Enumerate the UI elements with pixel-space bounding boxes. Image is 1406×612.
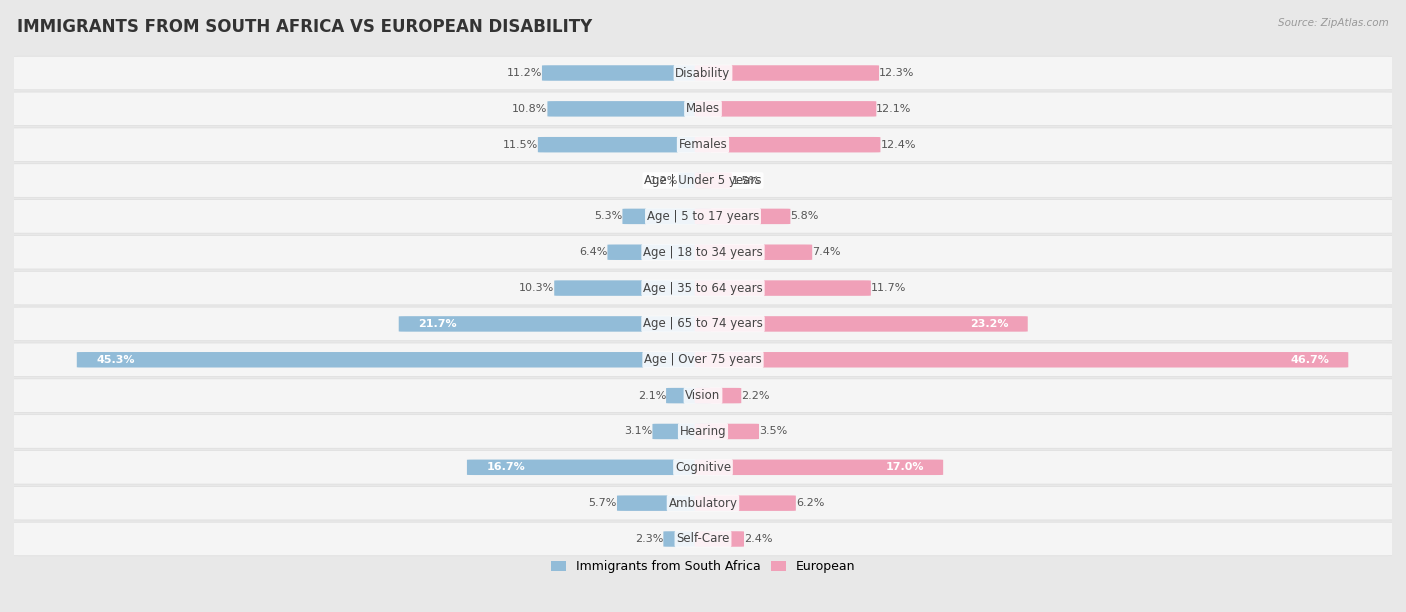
FancyBboxPatch shape [10,522,1396,556]
Text: 5.8%: 5.8% [790,211,818,222]
Text: 5.3%: 5.3% [595,211,623,222]
FancyBboxPatch shape [695,65,879,81]
FancyBboxPatch shape [10,450,1396,484]
FancyBboxPatch shape [695,173,731,188]
FancyBboxPatch shape [10,415,1396,448]
FancyBboxPatch shape [10,271,1396,305]
FancyBboxPatch shape [652,424,711,439]
Text: 16.7%: 16.7% [486,462,524,472]
FancyBboxPatch shape [666,388,711,403]
Text: Cognitive: Cognitive [675,461,731,474]
FancyBboxPatch shape [695,388,741,403]
FancyBboxPatch shape [695,424,759,439]
FancyBboxPatch shape [10,487,1396,520]
FancyBboxPatch shape [695,209,790,224]
FancyBboxPatch shape [607,244,711,260]
FancyBboxPatch shape [623,209,711,224]
Text: 21.7%: 21.7% [418,319,457,329]
FancyBboxPatch shape [695,531,744,547]
Text: 6.2%: 6.2% [796,498,824,508]
Text: Age | 18 to 34 years: Age | 18 to 34 years [643,246,763,259]
FancyBboxPatch shape [695,316,1028,332]
Text: 5.7%: 5.7% [589,498,617,508]
FancyBboxPatch shape [10,128,1396,162]
FancyBboxPatch shape [10,92,1396,125]
FancyBboxPatch shape [695,137,880,152]
Text: Vision: Vision [685,389,721,402]
Text: 3.5%: 3.5% [759,427,787,436]
Text: 23.2%: 23.2% [970,319,1008,329]
FancyBboxPatch shape [10,236,1396,269]
Text: 10.8%: 10.8% [512,104,547,114]
FancyBboxPatch shape [695,460,943,475]
FancyBboxPatch shape [695,101,876,117]
Text: 1.2%: 1.2% [650,176,678,185]
Text: 45.3%: 45.3% [96,355,135,365]
FancyBboxPatch shape [10,200,1396,233]
FancyBboxPatch shape [617,495,711,511]
Text: Age | 65 to 74 years: Age | 65 to 74 years [643,318,763,330]
FancyBboxPatch shape [467,460,711,475]
Text: Hearing: Hearing [679,425,727,438]
Text: Males: Males [686,102,720,115]
Text: Disability: Disability [675,67,731,80]
Text: 7.4%: 7.4% [813,247,841,257]
Text: Ambulatory: Ambulatory [668,497,738,510]
FancyBboxPatch shape [10,343,1396,376]
FancyBboxPatch shape [695,244,813,260]
FancyBboxPatch shape [554,280,711,296]
Text: 10.3%: 10.3% [519,283,554,293]
FancyBboxPatch shape [695,352,1348,368]
FancyBboxPatch shape [678,173,711,188]
Text: IMMIGRANTS FROM SOUTH AFRICA VS EUROPEAN DISABILITY: IMMIGRANTS FROM SOUTH AFRICA VS EUROPEAN… [17,18,592,36]
Text: 12.1%: 12.1% [876,104,911,114]
FancyBboxPatch shape [10,56,1396,90]
FancyBboxPatch shape [10,307,1396,341]
Text: Age | Over 75 years: Age | Over 75 years [644,353,762,366]
Text: 17.0%: 17.0% [886,462,924,472]
FancyBboxPatch shape [695,495,796,511]
FancyBboxPatch shape [547,101,711,117]
FancyBboxPatch shape [538,137,711,152]
Text: 11.5%: 11.5% [502,140,538,150]
Text: Source: ZipAtlas.com: Source: ZipAtlas.com [1278,18,1389,28]
Text: Self-Care: Self-Care [676,532,730,545]
Text: 3.1%: 3.1% [624,427,652,436]
FancyBboxPatch shape [695,280,870,296]
Text: Females: Females [679,138,727,151]
Text: Age | 5 to 17 years: Age | 5 to 17 years [647,210,759,223]
FancyBboxPatch shape [399,316,711,332]
FancyBboxPatch shape [77,352,711,368]
Text: 2.3%: 2.3% [636,534,664,544]
FancyBboxPatch shape [664,531,711,547]
Text: Age | 35 to 64 years: Age | 35 to 64 years [643,282,763,294]
FancyBboxPatch shape [10,164,1396,197]
Text: 12.4%: 12.4% [880,140,915,150]
Text: 2.4%: 2.4% [744,534,772,544]
Text: 2.2%: 2.2% [741,390,769,401]
Text: 2.1%: 2.1% [638,390,666,401]
Text: Age | Under 5 years: Age | Under 5 years [644,174,762,187]
Legend: Immigrants from South Africa, European: Immigrants from South Africa, European [546,555,860,578]
Text: 46.7%: 46.7% [1291,355,1329,365]
Text: 11.7%: 11.7% [870,283,907,293]
Text: 12.3%: 12.3% [879,68,914,78]
Text: 6.4%: 6.4% [579,247,607,257]
FancyBboxPatch shape [541,65,711,81]
FancyBboxPatch shape [10,379,1396,412]
Text: 11.2%: 11.2% [506,68,541,78]
Text: 1.5%: 1.5% [731,176,761,185]
